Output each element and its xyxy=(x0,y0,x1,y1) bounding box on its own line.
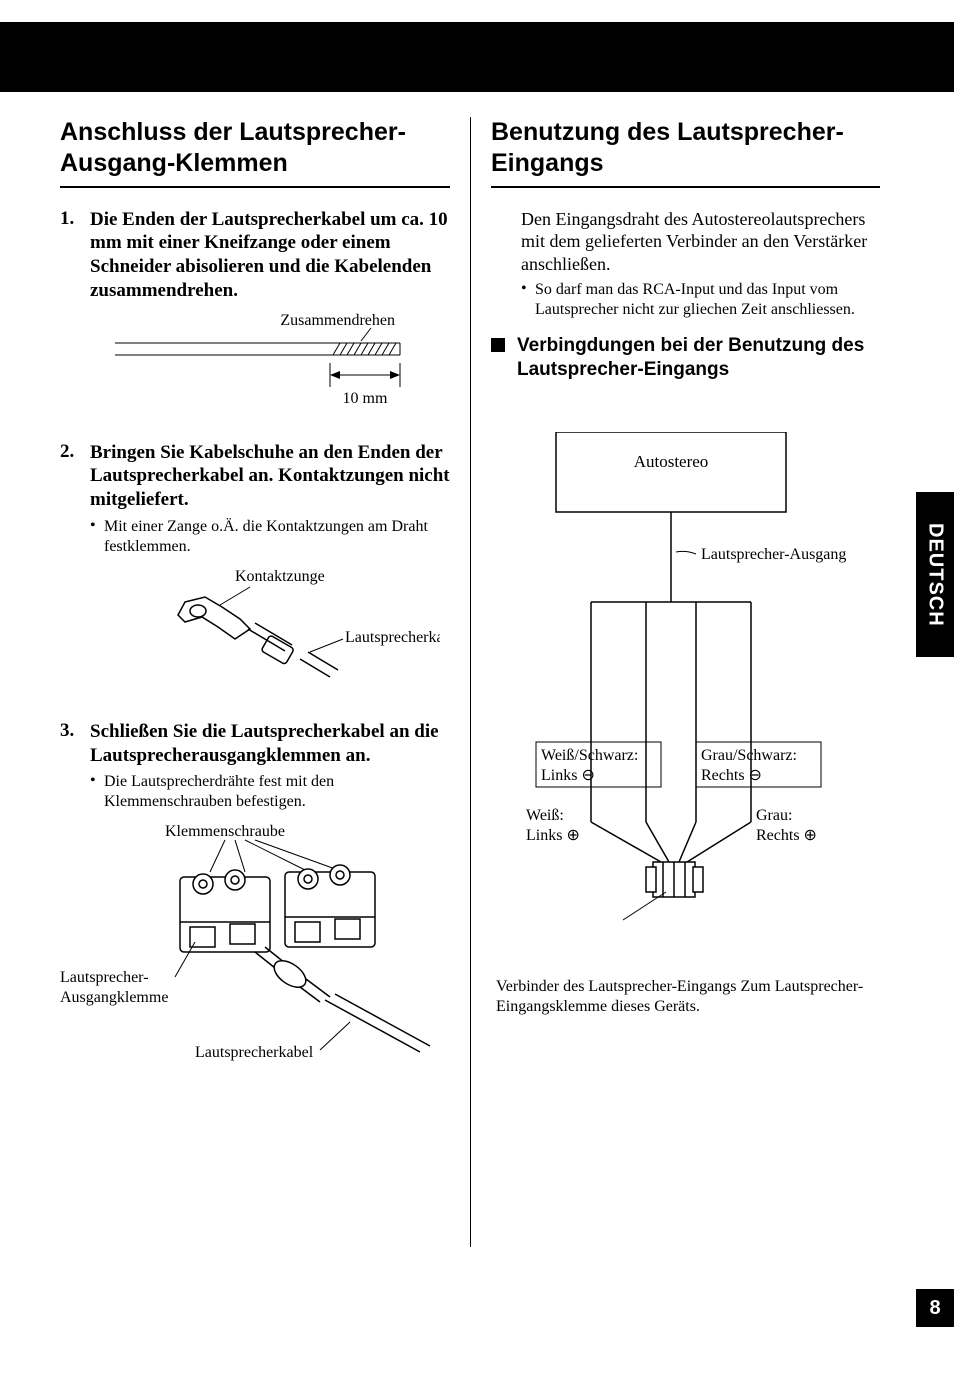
header-black-bar xyxy=(0,22,954,92)
right-bullet: So darf man das RCA-Input und das Input … xyxy=(535,280,880,320)
right-intro: Den Eingangsdraht des Autostereolautspre… xyxy=(521,208,880,276)
step-3-heading: Schließen Sie die Lautsprecherkabel an d… xyxy=(90,720,450,768)
bullet-icon: • xyxy=(90,772,104,812)
step-3-diagram: Klemmenschraube xyxy=(60,822,450,1077)
step-1-number: 1. xyxy=(60,208,90,303)
page-number-tab: 8 xyxy=(916,1289,954,1327)
step-3-bullet: Die Lautsprecherdrähte fest mit den Klem… xyxy=(104,772,450,812)
diagram2-label-top: Kontaktzunge xyxy=(235,568,325,585)
left-column: Anschluss der Lautsprecher-Ausgang-Klemm… xyxy=(60,117,470,1247)
language-tab-text: DEUTSCH xyxy=(924,523,947,627)
label-gr-top: Grau/Schwarz: xyxy=(701,747,797,764)
step-1-diagram: Zusammendrehen xyxy=(115,313,450,413)
label-g-bottom: Rechts ⊕ xyxy=(756,827,817,844)
step-1: 1. Die Enden der Lautsprecherkabel um ca… xyxy=(60,208,450,303)
diagram3-label-top: Klemmenschraube xyxy=(165,823,285,840)
diagram3-label-left-2: Ausgangklemme xyxy=(60,989,168,1006)
diagram3-label-left-1: Lautsprecher- xyxy=(60,969,149,986)
label-w-top: Weiß: xyxy=(526,807,564,824)
step-2-bullet: Mit einer Zange o.Ä. die Kontaktzungen a… xyxy=(104,517,450,557)
bullet-icon: • xyxy=(90,517,104,557)
page-content: Anschluss der Lautsprecher-Ausgang-Klemm… xyxy=(0,92,954,1247)
label-output: Lautsprecher-Ausgang xyxy=(701,546,846,563)
label-wl-top: Weiß/Schwarz: xyxy=(541,747,638,764)
subheading-row: Verbingdungen bei der Benutzung des Laut… xyxy=(491,334,880,382)
step-2-number: 2. xyxy=(60,441,90,557)
label-w-bottom: Links ⊕ xyxy=(526,827,580,844)
bullet-icon: • xyxy=(521,280,535,320)
right-section-title: Benutzung des Lautsprecher-Eingangs xyxy=(491,117,880,188)
step-3-number: 3. xyxy=(60,720,90,813)
step-2: 2. Bringen Sie Kabelschuhe an den Enden … xyxy=(60,441,450,557)
step-2-diagram: Kontaktzunge Lautsprecherkabel xyxy=(130,567,450,692)
box-autostereo: Autostereo xyxy=(634,452,709,471)
label-g-top: Grau: xyxy=(756,807,792,824)
diagram2-label-bottom: Lautsprecherkabel xyxy=(345,629,440,646)
step-1-heading: Die Enden der Lautsprecherkabel um ca. 1… xyxy=(90,208,450,303)
caption-text: Verbinder des Lautsprecher-Eingangs Zum … xyxy=(496,978,863,1015)
label-wl-bottom: Links ⊖ xyxy=(541,767,595,784)
diagram-caption: Verbinder des Lautsprecher-Eingangs Zum … xyxy=(496,977,880,1017)
label-gr-bottom: Rechts ⊖ xyxy=(701,767,762,784)
left-section-title: Anschluss der Lautsprecher-Ausgang-Klemm… xyxy=(60,117,450,188)
step-3: 3. Schließen Sie die Lautsprecherkabel a… xyxy=(60,720,450,813)
right-column: Benutzung des Lautsprecher-Eingangs Den … xyxy=(470,117,880,1247)
step-2-heading: Bringen Sie Kabelschuhe an den Enden der… xyxy=(90,441,450,512)
diagram1-label-top: Zusammendrehen xyxy=(280,313,395,329)
diagram3-label-bottom: Lautsprecherkabel xyxy=(195,1044,314,1061)
right-subheading: Verbingdungen bei der Benutzung des Laut… xyxy=(517,334,880,382)
diagram1-label-bottom: 10 mm xyxy=(343,390,388,407)
square-bullet-icon xyxy=(491,338,505,352)
page-number: 8 xyxy=(929,1297,940,1320)
wiring-diagram: Autostereo Lautsprecher-Ausgang Weiß/Sch… xyxy=(501,432,880,1017)
language-tab: DEUTSCH xyxy=(916,492,954,657)
